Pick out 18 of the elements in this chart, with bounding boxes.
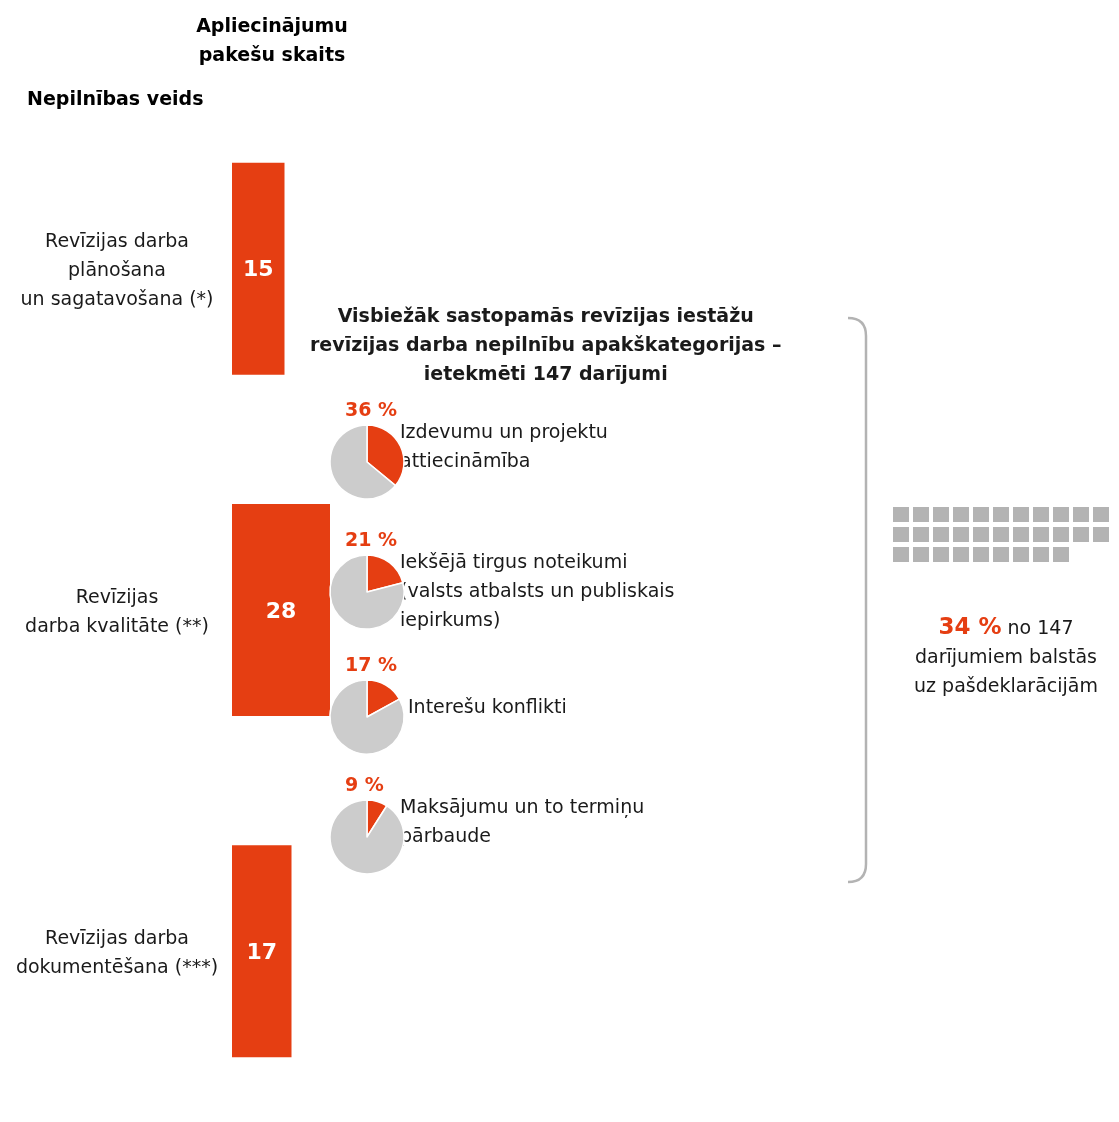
text: no 147 [1006,616,1074,638]
data-label: 15 [242,256,274,282]
data-label: 9 % [345,772,384,795]
data-label: 36 % [345,397,398,420]
chart-title: Visbiežāk sastopamās revīzijas iestāžu revīzijas darba nepilnību apakškategorijas – ietekmēti 147 darījumi [310,303,782,384]
data-label: 17 % [345,652,398,675]
x-axis-title: Apliecinājumu pakešu skaits [196,13,348,65]
slice-label: Interešu konflikti [408,694,567,717]
data-label: 17 [246,938,278,964]
text: 34 % [938,613,1002,639]
text: darījumiem balstās uz pašdeklarācijām [913,644,1099,698]
data-label: 28 [265,597,297,623]
y-tick-label: Revīzijas darba plānošana un sagatavošana (*) [20,228,214,309]
data-label: 21 % [345,527,398,550]
y-axis-title: Nepilnības veids [27,86,204,109]
y-tick-label: Revīzijas darba dokumentēšana (***) [15,925,219,977]
y-tick-label: Revīzijas darba kvalitāte (**) [25,584,209,636]
slice-label: Izdevumu un projektu attiecināmība [400,419,608,471]
